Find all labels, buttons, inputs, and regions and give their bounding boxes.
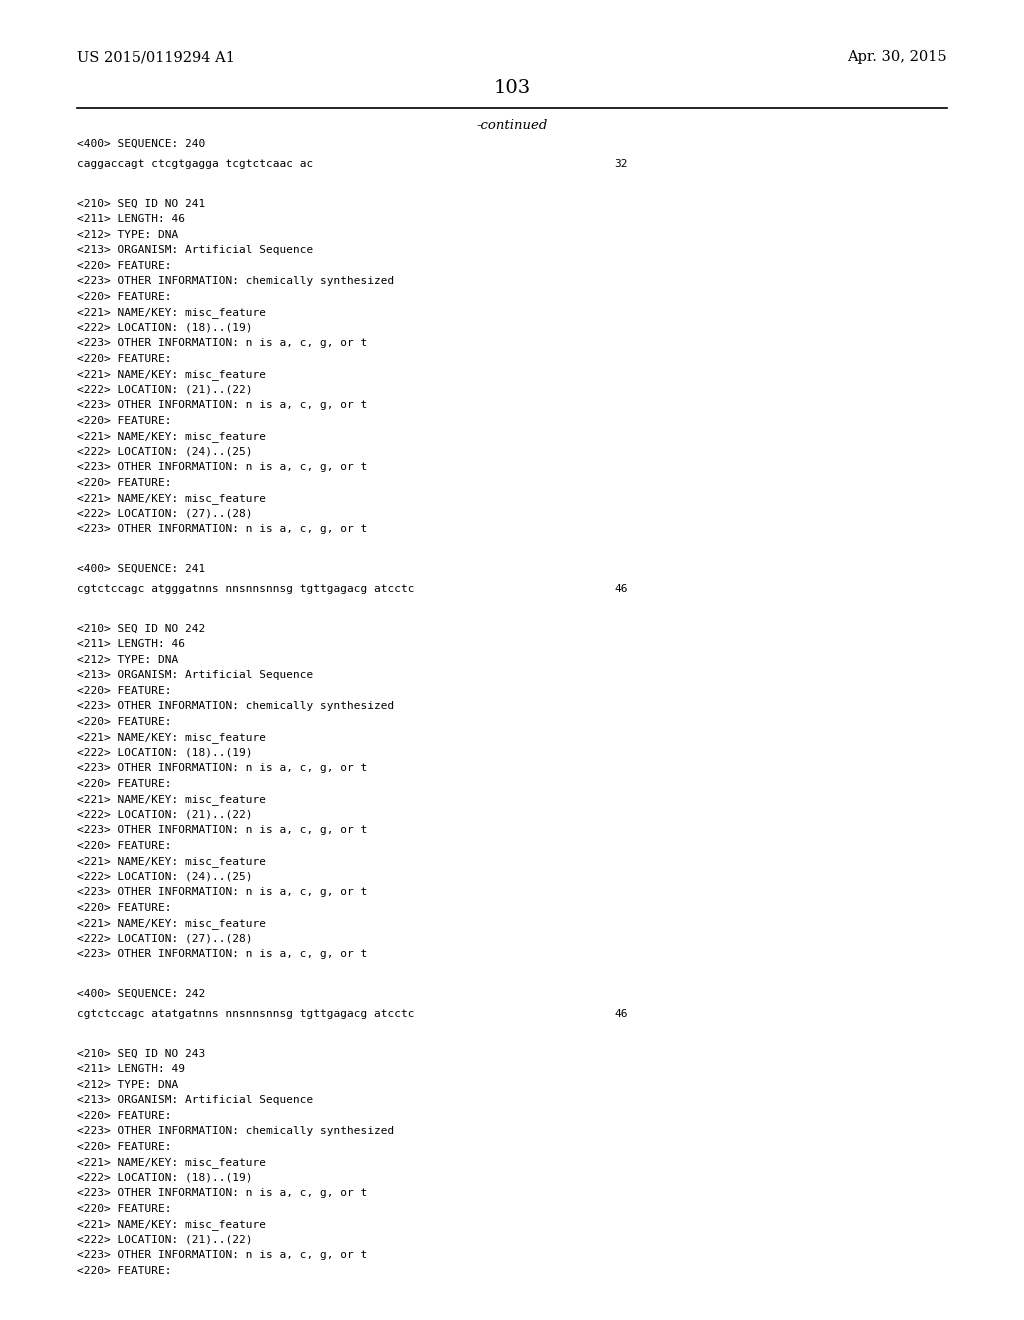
Text: <400> SEQUENCE: 240: <400> SEQUENCE: 240 — [77, 139, 205, 149]
Text: <223> OTHER INFORMATION: n is a, c, g, or t: <223> OTHER INFORMATION: n is a, c, g, o… — [77, 338, 367, 348]
Text: caggaccagt ctcgtgagga tcgtctcaac ac: caggaccagt ctcgtgagga tcgtctcaac ac — [77, 160, 313, 169]
Text: cgtctccagc atgggatnns nnsnnsnnsg tgttgagacg atcctc: cgtctccagc atgggatnns nnsnnsnnsg tgttgag… — [77, 585, 415, 594]
Text: <212> TYPE: DNA: <212> TYPE: DNA — [77, 1080, 178, 1090]
Text: <222> LOCATION: (18)..(19): <222> LOCATION: (18)..(19) — [77, 323, 252, 333]
Text: <400> SEQUENCE: 241: <400> SEQUENCE: 241 — [77, 564, 205, 574]
Text: <221> NAME/KEY: misc_feature: <221> NAME/KEY: misc_feature — [77, 494, 266, 504]
Text: <221> NAME/KEY: misc_feature: <221> NAME/KEY: misc_feature — [77, 795, 266, 805]
Text: <222> LOCATION: (27)..(28): <222> LOCATION: (27)..(28) — [77, 510, 252, 519]
Text: <210> SEQ ID NO 243: <210> SEQ ID NO 243 — [77, 1049, 205, 1059]
Text: <222> LOCATION: (24)..(25): <222> LOCATION: (24)..(25) — [77, 873, 252, 882]
Text: <220> FEATURE:: <220> FEATURE: — [77, 1204, 171, 1214]
Text: <211> LENGTH: 49: <211> LENGTH: 49 — [77, 1064, 184, 1074]
Text: <221> NAME/KEY: misc_feature: <221> NAME/KEY: misc_feature — [77, 1220, 266, 1230]
Text: <220> FEATURE:: <220> FEATURE: — [77, 1266, 171, 1276]
Text: 32: 32 — [614, 160, 628, 169]
Text: <222> LOCATION: (21)..(22): <222> LOCATION: (21)..(22) — [77, 810, 252, 820]
Text: <220> FEATURE:: <220> FEATURE: — [77, 686, 171, 696]
Text: 103: 103 — [494, 79, 530, 98]
Text: <210> SEQ ID NO 242: <210> SEQ ID NO 242 — [77, 624, 205, 634]
Text: <222> LOCATION: (27)..(28): <222> LOCATION: (27)..(28) — [77, 935, 252, 944]
Text: <220> FEATURE:: <220> FEATURE: — [77, 416, 171, 426]
Text: <221> NAME/KEY: misc_feature: <221> NAME/KEY: misc_feature — [77, 432, 266, 442]
Text: US 2015/0119294 A1: US 2015/0119294 A1 — [77, 50, 234, 65]
Text: <220> FEATURE:: <220> FEATURE: — [77, 292, 171, 302]
Text: <222> LOCATION: (18)..(19): <222> LOCATION: (18)..(19) — [77, 748, 252, 758]
Text: <220> FEATURE:: <220> FEATURE: — [77, 1142, 171, 1152]
Text: Apr. 30, 2015: Apr. 30, 2015 — [848, 50, 947, 65]
Text: <222> LOCATION: (18)..(19): <222> LOCATION: (18)..(19) — [77, 1173, 252, 1183]
Text: <223> OTHER INFORMATION: n is a, c, g, or t: <223> OTHER INFORMATION: n is a, c, g, o… — [77, 763, 367, 774]
Text: <221> NAME/KEY: misc_feature: <221> NAME/KEY: misc_feature — [77, 370, 266, 380]
Text: <220> FEATURE:: <220> FEATURE: — [77, 779, 171, 789]
Text: <223> OTHER INFORMATION: chemically synthesized: <223> OTHER INFORMATION: chemically synt… — [77, 701, 394, 711]
Text: <220> FEATURE:: <220> FEATURE: — [77, 717, 171, 727]
Text: <223> OTHER INFORMATION: n is a, c, g, or t: <223> OTHER INFORMATION: n is a, c, g, o… — [77, 887, 367, 898]
Text: <220> FEATURE:: <220> FEATURE: — [77, 1111, 171, 1121]
Text: <223> OTHER INFORMATION: chemically synthesized: <223> OTHER INFORMATION: chemically synt… — [77, 1126, 394, 1137]
Text: 46: 46 — [614, 585, 628, 594]
Text: cgtctccagc atatgatnns nnsnnsnnsg tgttgagacg atcctc: cgtctccagc atatgatnns nnsnnsnnsg tgttgag… — [77, 1010, 415, 1019]
Text: <220> FEATURE:: <220> FEATURE: — [77, 841, 171, 851]
Text: <212> TYPE: DNA: <212> TYPE: DNA — [77, 655, 178, 665]
Text: <222> LOCATION: (24)..(25): <222> LOCATION: (24)..(25) — [77, 447, 252, 457]
Text: <223> OTHER INFORMATION: n is a, c, g, or t: <223> OTHER INFORMATION: n is a, c, g, o… — [77, 400, 367, 411]
Text: <221> NAME/KEY: misc_feature: <221> NAME/KEY: misc_feature — [77, 308, 266, 318]
Text: <211> LENGTH: 46: <211> LENGTH: 46 — [77, 214, 184, 224]
Text: <212> TYPE: DNA: <212> TYPE: DNA — [77, 230, 178, 240]
Text: <221> NAME/KEY: misc_feature: <221> NAME/KEY: misc_feature — [77, 919, 266, 929]
Text: <222> LOCATION: (21)..(22): <222> LOCATION: (21)..(22) — [77, 385, 252, 395]
Text: <223> OTHER INFORMATION: n is a, c, g, or t: <223> OTHER INFORMATION: n is a, c, g, o… — [77, 949, 367, 960]
Text: <211> LENGTH: 46: <211> LENGTH: 46 — [77, 639, 184, 649]
Text: <220> FEATURE:: <220> FEATURE: — [77, 261, 171, 271]
Text: <222> LOCATION: (21)..(22): <222> LOCATION: (21)..(22) — [77, 1236, 252, 1245]
Text: 46: 46 — [614, 1010, 628, 1019]
Text: <213> ORGANISM: Artificial Sequence: <213> ORGANISM: Artificial Sequence — [77, 1096, 313, 1105]
Text: <223> OTHER INFORMATION: chemically synthesized: <223> OTHER INFORMATION: chemically synt… — [77, 276, 394, 286]
Text: <223> OTHER INFORMATION: n is a, c, g, or t: <223> OTHER INFORMATION: n is a, c, g, o… — [77, 462, 367, 473]
Text: <223> OTHER INFORMATION: n is a, c, g, or t: <223> OTHER INFORMATION: n is a, c, g, o… — [77, 1250, 367, 1261]
Text: <221> NAME/KEY: misc_feature: <221> NAME/KEY: misc_feature — [77, 857, 266, 867]
Text: <221> NAME/KEY: misc_feature: <221> NAME/KEY: misc_feature — [77, 733, 266, 743]
Text: <220> FEATURE:: <220> FEATURE: — [77, 903, 171, 913]
Text: <221> NAME/KEY: misc_feature: <221> NAME/KEY: misc_feature — [77, 1158, 266, 1168]
Text: <223> OTHER INFORMATION: n is a, c, g, or t: <223> OTHER INFORMATION: n is a, c, g, o… — [77, 524, 367, 535]
Text: <220> FEATURE:: <220> FEATURE: — [77, 354, 171, 364]
Text: <223> OTHER INFORMATION: n is a, c, g, or t: <223> OTHER INFORMATION: n is a, c, g, o… — [77, 825, 367, 836]
Text: -continued: -continued — [476, 119, 548, 132]
Text: <213> ORGANISM: Artificial Sequence: <213> ORGANISM: Artificial Sequence — [77, 246, 313, 255]
Text: <213> ORGANISM: Artificial Sequence: <213> ORGANISM: Artificial Sequence — [77, 671, 313, 680]
Text: <220> FEATURE:: <220> FEATURE: — [77, 478, 171, 488]
Text: <210> SEQ ID NO 241: <210> SEQ ID NO 241 — [77, 199, 205, 209]
Text: <400> SEQUENCE: 242: <400> SEQUENCE: 242 — [77, 989, 205, 999]
Text: <223> OTHER INFORMATION: n is a, c, g, or t: <223> OTHER INFORMATION: n is a, c, g, o… — [77, 1188, 367, 1199]
